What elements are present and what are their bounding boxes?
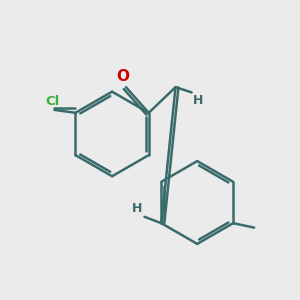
Text: O: O — [116, 69, 129, 84]
Text: H: H — [132, 202, 142, 215]
Text: H: H — [193, 94, 203, 107]
Text: Cl: Cl — [45, 94, 59, 108]
